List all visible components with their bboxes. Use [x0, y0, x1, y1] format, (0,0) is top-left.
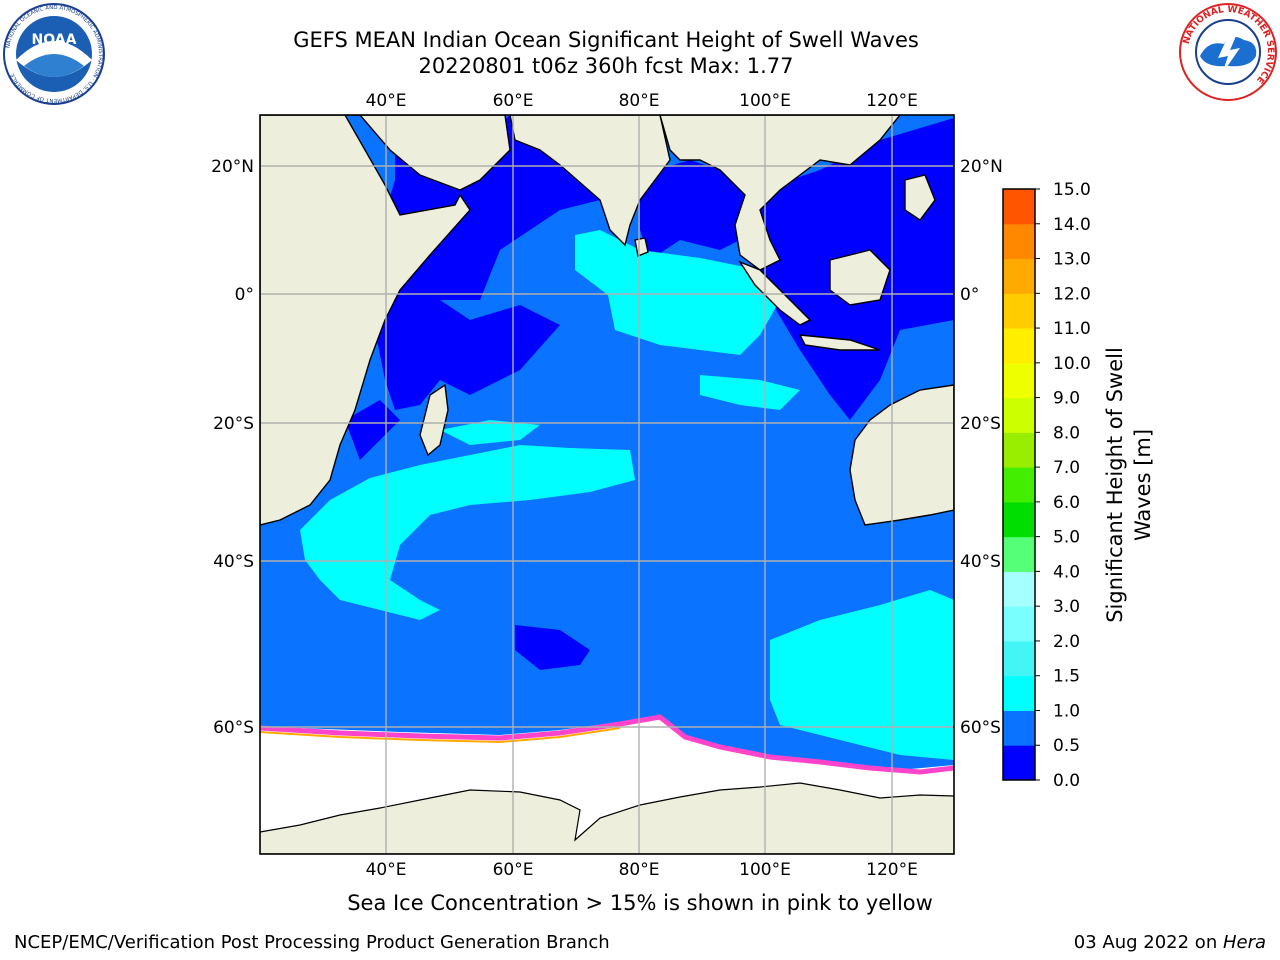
colorbar-tick-label: 6.0 — [1053, 493, 1080, 513]
lat-label-right: 60°S — [960, 718, 1001, 738]
map-frame — [259, 114, 955, 855]
colorbar-tick-label: 11.0 — [1053, 319, 1091, 339]
lon-label-bottom: 80°E — [619, 860, 660, 880]
lat-label-left: 40°S — [213, 552, 254, 572]
colorbar-tick-label: 13.0 — [1053, 250, 1091, 270]
colorbar-frame — [1002, 188, 1036, 781]
lat-label-right: 0° — [960, 285, 979, 305]
graticule — [260, 115, 954, 854]
colorbar-swatch — [1003, 606, 1035, 642]
moderate-swell-regions — [300, 230, 954, 760]
colorbar-tick-label: 3.0 — [1053, 597, 1080, 617]
colorbar-swatch — [1003, 223, 1035, 260]
colorbar-swatch — [1003, 328, 1035, 364]
antarctic-region — [260, 714, 954, 854]
map-subtitle: 20220801 t06z 360h fcst Max: 1.77 — [418, 54, 794, 78]
colorbar-swatch — [1003, 710, 1035, 746]
java — [798, 334, 881, 351]
madagascar — [419, 383, 449, 457]
lat-label-left: 20°N — [211, 157, 254, 177]
colorbar-tick-label: 14.0 — [1053, 215, 1091, 235]
colorbar-swatch — [1003, 258, 1035, 294]
colorbar-swatch — [1003, 640, 1035, 677]
colorbar-swatch — [1003, 397, 1035, 433]
footer-date-text: 03 Aug 2022 on — [1073, 932, 1223, 953]
footer-host: Hera — [1222, 932, 1266, 953]
lat-label-right: 20°N — [960, 157, 1003, 177]
colorbar: 0.0 0.5 1.0 1.5 2.0 3.0 4.0 5.0 6.0 7.0 8.0 9.0 10.0… — [1002, 180, 1091, 791]
colorbar-swatch — [1003, 189, 1035, 225]
antarctica-land — [260, 782, 954, 854]
noaa-seal-icon: NOAA NATIONAL OCEANIC AND ATMOSPHERIC AD… — [3, 3, 105, 105]
colorbar-swatch — [1003, 362, 1035, 399]
nws-seal-icon: NATIONAL WEATHER SERVICE — [1179, 3, 1277, 101]
india — [509, 115, 671, 247]
colorbar-tick-label: 10.0 — [1053, 354, 1091, 374]
colorbar-tick-label: 2.0 — [1053, 632, 1080, 652]
colorbar-tick-label: 0.0 — [1053, 771, 1080, 791]
lon-label-top: 60°E — [493, 91, 534, 111]
colorbar-tick-label: 8.0 — [1053, 423, 1080, 443]
sea-ice-caption: Sea Ice Concentration > 15% is shown in … — [347, 891, 933, 915]
borneo — [829, 249, 891, 306]
colorbar-swatch — [1003, 536, 1035, 572]
southeast-asia — [659, 115, 901, 271]
colorbar-label-line1: Significant Height of Swell — [1103, 347, 1127, 623]
colorbar-tick-label: 1.5 — [1053, 667, 1080, 687]
footer-credit: NCEP/EMC/Verification Post Processing Pr… — [14, 932, 610, 953]
colorbar-tick-label: 7.0 — [1053, 458, 1080, 478]
colorbar-tick-label: 1.0 — [1053, 701, 1080, 721]
lon-label-top: 40°E — [366, 91, 407, 111]
lon-label-bottom: 100°E — [739, 860, 791, 880]
colorbar-swatch — [1003, 675, 1035, 711]
colorbar-tick-label: 5.0 — [1053, 528, 1080, 548]
colorbar-tick-label: 15.0 — [1053, 180, 1091, 200]
lon-label-top: 80°E — [619, 91, 660, 111]
colorbar-swatch — [1003, 293, 1035, 329]
colorbar-tick-label: 12.0 — [1053, 284, 1091, 304]
colorbar-swatch — [1003, 467, 1035, 503]
lat-label-right: 20°S — [960, 414, 1001, 434]
lon-label-bottom: 40°E — [366, 860, 407, 880]
colorbar-tick-label: 9.0 — [1053, 389, 1080, 409]
lat-label-right: 40°S — [960, 552, 1001, 572]
australia — [849, 384, 954, 526]
lon-label-top: 120°E — [866, 91, 918, 111]
colorbar-swatch — [1003, 745, 1035, 781]
lon-label-bottom: 120°E — [866, 860, 918, 880]
colorbar-swatch — [1003, 501, 1035, 538]
lon-label-top: 100°E — [739, 91, 791, 111]
colorbar-swatch — [1003, 571, 1035, 607]
lat-label-left: 0° — [235, 285, 254, 305]
lat-label-left: 20°S — [213, 414, 254, 434]
colorbar-tick-label: 4.0 — [1053, 562, 1080, 582]
islands — [904, 174, 936, 221]
lat-label-left: 60°S — [213, 718, 254, 738]
colorbar-tick-label: 0.5 — [1053, 736, 1080, 756]
map-title: GEFS MEAN Indian Ocean Significant Heigh… — [293, 28, 919, 52]
footer-date: 03 Aug 2022 on Hera — [1074, 932, 1266, 953]
noaa-logo-text: NOAA — [32, 32, 77, 48]
sri-lanka — [634, 237, 649, 257]
lon-label-bottom: 60°E — [493, 860, 534, 880]
colorbar-swatch — [1003, 432, 1035, 468]
colorbar-label-line2: Waves [m] — [1131, 429, 1155, 541]
